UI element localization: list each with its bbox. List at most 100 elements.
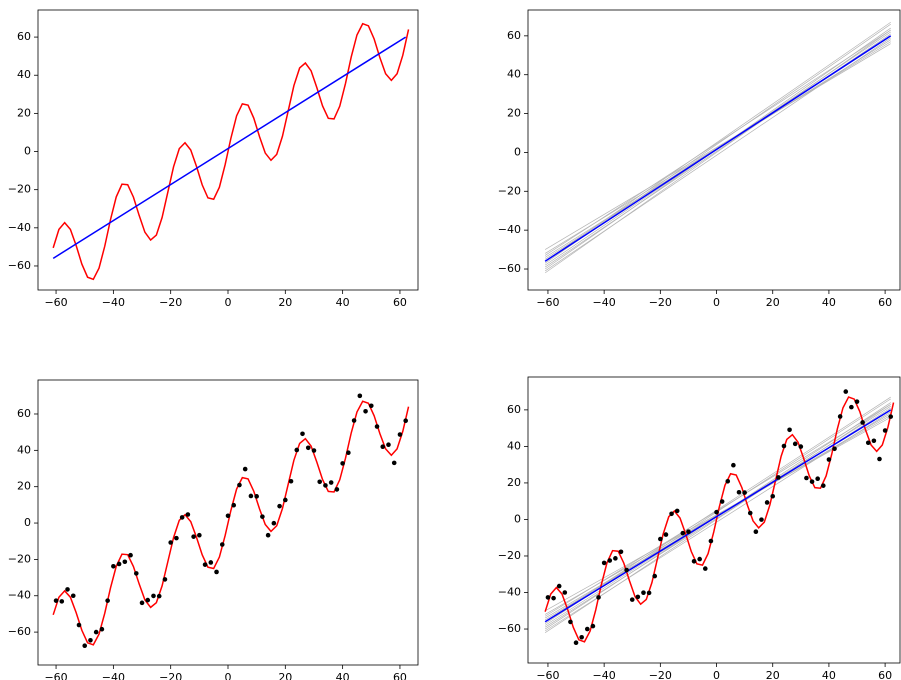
data-point: [162, 577, 168, 582]
data-point: [277, 503, 282, 509]
data-point: [568, 619, 573, 625]
data-point: [248, 493, 254, 499]
data-point: [288, 478, 294, 484]
plot-area: [52, 22, 410, 281]
plot-area: [52, 393, 410, 649]
subplot: −60 −40 −20 0 20 40 60 −60 −40 −20 0 20 40 60: [8, 379, 419, 680]
data-point: [116, 561, 122, 567]
y-tick-label: 40: [507, 68, 521, 81]
series-line: [544, 29, 891, 256]
x-tick-label: 20: [278, 296, 292, 309]
data-point: [556, 583, 562, 589]
x-tick-label: 60: [393, 671, 407, 680]
x-tick-label: −20: [649, 669, 672, 680]
y-tick-label: −20: [498, 184, 521, 197]
y-tick-label: 20: [507, 107, 521, 120]
data-point: [145, 597, 151, 603]
y-tick-label: −40: [8, 589, 31, 602]
subplot: −60 −40 −20 0 20 40 60 −60 −40 −20 0 20 40 60: [8, 9, 419, 309]
data-point: [53, 598, 59, 603]
data-point: [265, 532, 271, 538]
data-point: [573, 640, 579, 646]
data-point: [283, 497, 288, 503]
data-point: [59, 599, 65, 604]
data-point: [254, 494, 259, 499]
data-point: [809, 479, 815, 484]
data-point: [742, 490, 747, 495]
data-point: [122, 559, 128, 565]
y-tick-label: 60: [17, 30, 31, 43]
x-tick-label: 0: [225, 296, 232, 309]
x-tick-label: 0: [225, 671, 232, 680]
y-tick-label: −60: [8, 625, 31, 638]
data-point: [646, 590, 652, 596]
y-tick-label: −40: [8, 221, 31, 234]
x-tick-label: 20: [278, 671, 292, 680]
data-point: [208, 560, 214, 565]
x-tick-label: 40: [822, 296, 836, 309]
data-point: [139, 600, 145, 606]
data-point: [781, 443, 787, 449]
data-point: [832, 446, 837, 452]
data-point: [111, 564, 116, 569]
data-point: [776, 475, 781, 480]
x-tick-label: −20: [649, 296, 672, 309]
data-point: [669, 511, 674, 517]
x-tick-label: −20: [159, 296, 182, 309]
data-point: [719, 499, 725, 504]
data-point: [596, 595, 601, 600]
y-tick-label: 0: [514, 145, 521, 158]
subplot: −60 −40 −20 0 20 40 60 −60 −40 −20 0 20 40 60: [498, 9, 901, 309]
data-point: [613, 556, 618, 561]
data-point: [764, 500, 770, 505]
data-point: [168, 540, 173, 545]
x-tick-label: −20: [159, 671, 182, 680]
data-point: [323, 483, 328, 488]
data-point: [590, 623, 596, 629]
data-point: [214, 569, 219, 575]
y-tick-label: 40: [17, 443, 31, 456]
y-tick-label: −40: [498, 223, 521, 236]
data-point: [346, 450, 351, 456]
data-point: [770, 493, 776, 499]
data-point: [133, 571, 139, 576]
data-point: [351, 418, 357, 423]
data-point: [787, 427, 792, 433]
data-point: [551, 595, 556, 601]
data-point: [357, 393, 363, 399]
data-point: [792, 441, 798, 447]
y-tick-label: 60: [507, 29, 521, 42]
x-tick-label: −60: [536, 296, 559, 309]
data-point: [328, 480, 334, 485]
x-tick-label: −40: [102, 671, 125, 680]
data-point: [403, 418, 408, 424]
data-point: [151, 593, 156, 599]
x-tick-label: 60: [878, 296, 892, 309]
data-point: [76, 622, 82, 628]
series-line: [544, 43, 891, 250]
series-line: [544, 404, 891, 633]
data-point: [545, 595, 551, 600]
data-point: [386, 442, 391, 448]
data-point: [584, 626, 590, 632]
y-tick-label: 60: [17, 407, 31, 420]
data-point: [624, 567, 629, 573]
data-point: [231, 502, 237, 508]
data-point: [391, 460, 397, 466]
data-point: [736, 489, 742, 495]
x-tick-label: 20: [766, 669, 780, 680]
data-point: [686, 529, 691, 534]
data-point: [843, 389, 849, 394]
y-tick-label: 20: [17, 480, 31, 493]
data-point: [237, 482, 242, 488]
data-point: [271, 520, 277, 526]
data-point: [759, 517, 764, 522]
data-point: [708, 538, 714, 544]
data-point: [629, 597, 635, 602]
data-point: [128, 552, 133, 558]
series-line: [52, 36, 407, 259]
data-point: [882, 428, 888, 433]
data-point: [105, 598, 110, 603]
series-line: [544, 29, 891, 274]
x-tick-label: 0: [713, 669, 720, 680]
